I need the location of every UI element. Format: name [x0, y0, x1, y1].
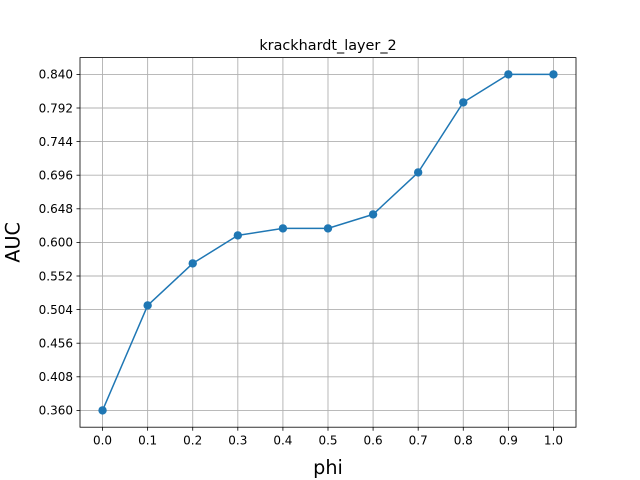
- y-tick-label: 0.792: [39, 101, 73, 115]
- y-axis-label: AUC: [2, 222, 25, 263]
- y-tick-label: 0.744: [39, 135, 73, 149]
- y-tick-label: 0.504: [39, 303, 73, 317]
- x-tick-label: 0.8: [454, 434, 473, 448]
- x-tick-label: 0.0: [93, 434, 112, 448]
- x-axis-label: phi: [313, 456, 343, 479]
- x-axis-ticks: 0.0 0.1 0.2 0.3 0.4 0.5 0.6 0.7 0.8 0.9 1.0: [93, 427, 563, 448]
- data-point: [98, 406, 107, 415]
- data-point: [278, 224, 288, 233]
- y-tick-label: 0.600: [39, 236, 73, 250]
- x-tick-label: 0.6: [364, 434, 383, 448]
- x-tick-label: 0.1: [138, 434, 157, 448]
- data-point: [413, 168, 423, 177]
- data-point: [504, 70, 513, 79]
- x-tick-label: 0.5: [318, 434, 337, 448]
- data-point: [233, 231, 243, 240]
- data-point: [459, 98, 468, 107]
- x-tick-label: 0.7: [409, 434, 428, 448]
- y-tick-label: 0.360: [39, 404, 73, 418]
- data-point: [143, 301, 152, 310]
- x-tick-label: 1.0: [544, 434, 563, 448]
- x-tick-label: 0.3: [228, 434, 247, 448]
- y-tick-label: 0.840: [39, 68, 73, 82]
- y-tick-label: 0.648: [39, 202, 73, 216]
- x-tick-label: 0.4: [273, 434, 292, 448]
- y-tick-label: 0.552: [39, 269, 73, 283]
- grid: [80, 57, 576, 428]
- chart-title: krackhardt_layer_2: [259, 38, 396, 54]
- data-point: [323, 224, 333, 233]
- y-tick-label: 0.456: [39, 337, 73, 351]
- data-point: [368, 210, 378, 219]
- data-point: [188, 259, 197, 268]
- x-tick-label: 0.2: [183, 434, 202, 448]
- y-axis-ticks: 0.360 0.408 0.456 0.504 0.552 0.600 0.648 0.696…: [39, 68, 80, 418]
- y-tick-label: 0.696: [39, 169, 73, 183]
- y-tick-label: 0.408: [39, 370, 73, 384]
- x-tick-label: 0.9: [499, 434, 518, 448]
- data-point: [549, 70, 558, 79]
- series-markers: [98, 70, 558, 415]
